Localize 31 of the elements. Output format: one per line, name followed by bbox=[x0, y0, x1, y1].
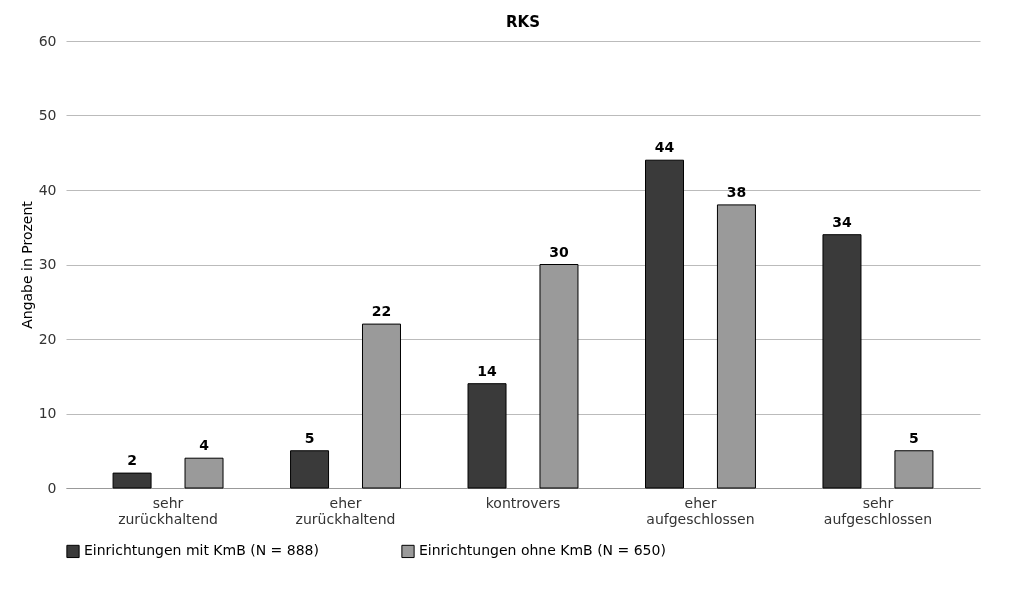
y-tick-label: 20 bbox=[38, 330, 57, 347]
x-tick-label: kontrovers bbox=[485, 494, 561, 511]
x-tick-label: sehr aufgeschlossen bbox=[823, 494, 933, 527]
data-label: 2 bbox=[127, 452, 137, 469]
legend-label: Einrichtungen ohne KmB (N = 650) bbox=[419, 542, 666, 559]
bar bbox=[467, 383, 507, 489]
y-tick-label: 30 bbox=[38, 256, 57, 272]
data-label: 5 bbox=[909, 429, 919, 446]
bar bbox=[822, 234, 862, 489]
chart-title: RKS bbox=[506, 13, 540, 31]
y-tick-label: 60 bbox=[38, 32, 57, 49]
data-label: 22 bbox=[371, 303, 392, 320]
data-label: 4 bbox=[199, 437, 210, 454]
legend-label: Einrichtungen mit KmB (N = 888) bbox=[84, 542, 319, 559]
y-tick-label: 10 bbox=[38, 405, 57, 421]
bar bbox=[645, 159, 684, 489]
y-axis-title: Angabe in Prozent bbox=[18, 200, 35, 329]
data-label: 5 bbox=[304, 429, 315, 446]
x-tick-label: eher aufgeschlossen bbox=[646, 494, 755, 527]
data-label: 44 bbox=[654, 139, 675, 156]
data-label: 34 bbox=[832, 213, 852, 230]
bar bbox=[290, 450, 330, 489]
x-tick-label: eher zurückhaltend bbox=[295, 494, 396, 527]
y-tick-label: 50 bbox=[38, 107, 57, 123]
data-label: 38 bbox=[726, 183, 747, 200]
data-label: 30 bbox=[549, 243, 569, 260]
y-tick-label: 40 bbox=[38, 181, 57, 198]
bar bbox=[112, 472, 152, 489]
x-tick-label: sehr zurückhaltend bbox=[118, 494, 218, 527]
data-label: 14 bbox=[477, 362, 498, 379]
y-tick-label: 0 bbox=[47, 479, 57, 496]
